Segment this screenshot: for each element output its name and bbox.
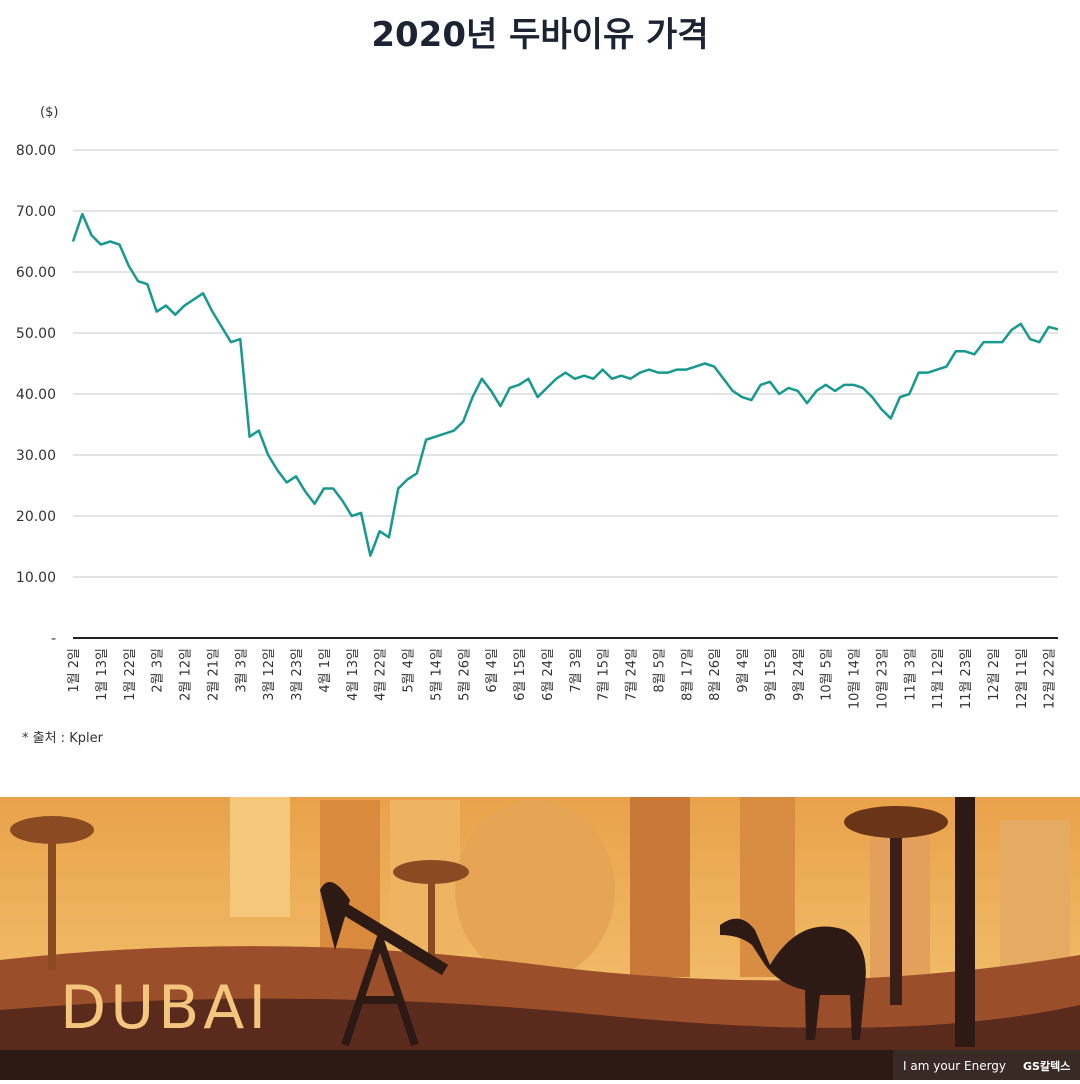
x-tick-label: 12월 11일 bbox=[1015, 648, 1030, 709]
banner: DUBAI I am your Energy GS칼텍스 bbox=[0, 797, 1080, 1080]
x-tick-label: 4월 22일 bbox=[374, 648, 389, 701]
x-tick-label: 7월 15일 bbox=[597, 648, 612, 701]
y-tick-label: 50.00 bbox=[16, 326, 56, 342]
palm-trunk bbox=[48, 840, 56, 970]
x-tick-label: 9월 24일 bbox=[792, 648, 807, 701]
x-tick-label: 3월 12일 bbox=[262, 648, 277, 701]
y-unit: ($) bbox=[40, 105, 58, 120]
y-tick-label: 20.00 bbox=[16, 509, 56, 525]
x-tick-label: 7월 24일 bbox=[625, 648, 640, 701]
x-tick-label: 8월 5일 bbox=[652, 648, 667, 693]
brand-name: GS칼텍스 bbox=[1023, 1059, 1070, 1073]
brand-box bbox=[893, 1050, 1080, 1080]
dome-building bbox=[455, 800, 615, 980]
chart-title: 2020년 두바이유 가격 bbox=[371, 15, 708, 55]
x-tick-label: 11월 12일 bbox=[931, 648, 946, 709]
source-note: * 출처 : Kpler bbox=[22, 731, 104, 746]
palm-leaves bbox=[844, 806, 948, 838]
brand-slogan: I am your Energy bbox=[903, 1059, 1006, 1073]
x-tick-label: 10월 5일 bbox=[820, 648, 835, 701]
x-tick-label: 9월 15일 bbox=[764, 648, 779, 701]
x-tick-label: 3월 3일 bbox=[234, 648, 249, 693]
x-tick-label: 2월 12일 bbox=[179, 648, 194, 701]
x-tick-label: 2월 3일 bbox=[151, 648, 166, 693]
x-tick-label: 9월 4일 bbox=[736, 648, 751, 693]
x-tick-label: 1월 2일 bbox=[67, 648, 82, 693]
x-tick-label: 4월 1일 bbox=[318, 648, 333, 693]
tower bbox=[955, 797, 975, 1047]
x-tick-label: 4월 13일 bbox=[346, 648, 361, 701]
x-tick-label: 12월 22일 bbox=[1043, 648, 1058, 709]
x-tick-label: 6월 15일 bbox=[513, 648, 528, 701]
x-tick-label: 2월 21일 bbox=[206, 648, 221, 701]
x-tick-label: 10월 23일 bbox=[875, 648, 890, 709]
building bbox=[230, 797, 290, 917]
banner-city: DUBAI bbox=[60, 973, 270, 1043]
palm-leaves bbox=[393, 860, 469, 884]
x-tick-label: 11월 3일 bbox=[903, 648, 918, 701]
y-tick-label: 60.00 bbox=[16, 265, 56, 281]
y-tick-label: 40.00 bbox=[16, 387, 56, 403]
y-tick-label: 30.00 bbox=[16, 448, 56, 464]
palm-trunk bbox=[890, 835, 902, 1005]
price-line bbox=[71, 212, 1059, 557]
x-tick-label: 5월 26일 bbox=[457, 648, 472, 701]
x-tick-label: 1월 13일 bbox=[95, 648, 110, 701]
x-tick-label: 1월 22일 bbox=[123, 648, 138, 701]
y-tick-label: 10.00 bbox=[16, 570, 56, 586]
building bbox=[630, 797, 690, 977]
oil-pump-head bbox=[320, 882, 350, 950]
x-tick-label: 7월 3일 bbox=[569, 648, 584, 693]
y-tick-label: 80.00 bbox=[16, 143, 56, 159]
x-tick-label: 8월 26일 bbox=[708, 648, 723, 701]
x-tick-label: 10월 14일 bbox=[848, 648, 863, 709]
x-tick-label: 5월 14일 bbox=[429, 648, 444, 701]
oil-pump bbox=[341, 927, 419, 1047]
x-tick-label: 12월 2일 bbox=[987, 648, 1002, 701]
y-tick-label: - bbox=[51, 631, 56, 647]
plot: - 10.00 20.00 30.00 40.00 50.00 60.00 70.00 80.0… bbox=[16, 143, 1059, 709]
x-tick-label: 3월 23일 bbox=[290, 648, 305, 701]
x-tick-label: 6월 24일 bbox=[541, 648, 556, 701]
y-tick-label: 70.00 bbox=[16, 204, 56, 220]
x-tick-label: 8월 17일 bbox=[680, 648, 695, 701]
palm-trunk bbox=[428, 880, 435, 970]
x-tick-label: 5월 4일 bbox=[402, 648, 417, 693]
palm-leaves bbox=[10, 816, 94, 844]
oil-pump-beam bbox=[326, 894, 449, 976]
building bbox=[1000, 820, 1070, 980]
camel bbox=[720, 918, 866, 1040]
x-tick-label: 6월 4일 bbox=[485, 648, 500, 693]
x-tick-label: 11월 23일 bbox=[959, 648, 974, 709]
